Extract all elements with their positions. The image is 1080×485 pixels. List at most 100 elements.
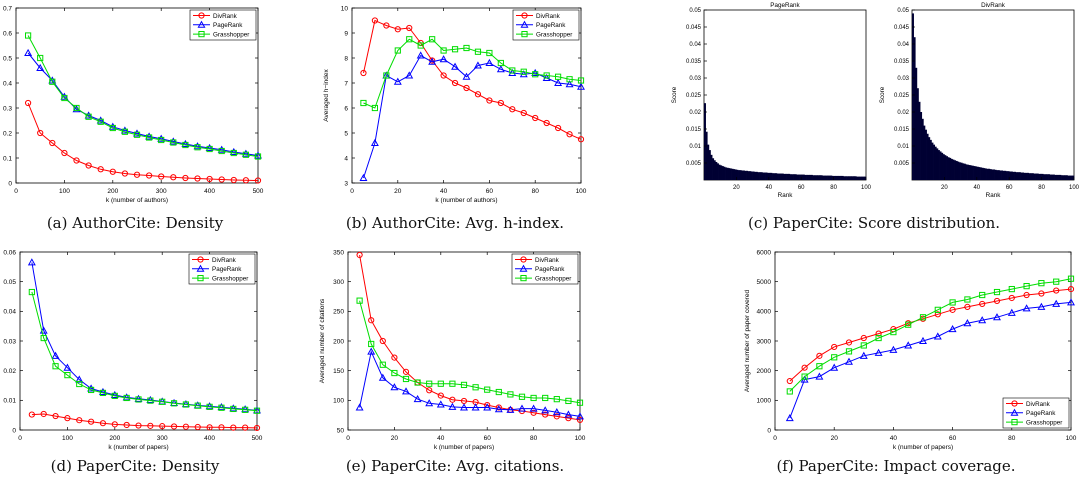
chart-e-data-point-pagerank [436, 400, 445, 408]
caption-e: (e) PaperCite: Avg. citations. [345, 457, 565, 475]
chart-e-data-point-grasshopper [391, 369, 398, 377]
chart-c-pagerank-x-tick-label: 40 [765, 185, 772, 191]
chart-e-data-point-pagerank [402, 387, 410, 395]
chart-f-data-point-grasshopper [831, 354, 838, 361]
chart-c-pagerank-x-tick-label: 60 [798, 185, 805, 191]
chart-c-divrank-bar [921, 118, 924, 180]
chart-c-divrank-bar [1014, 171, 1017, 180]
chart-a-data-point-grasshopper [85, 113, 92, 120]
chart-c-divrank-bar [1072, 175, 1075, 180]
chart-d-x-tick-label: 400 [204, 435, 215, 442]
chart-f-data-point-grasshopper [979, 291, 986, 299]
chart-c-pagerank-bar [728, 168, 731, 180]
chart-c-pagerank-bar [749, 171, 752, 180]
chart-d-data-point-divrank [28, 411, 35, 418]
chart-c-divrank-bar [924, 129, 927, 180]
chart-b-data-point-grasshopper [532, 71, 539, 78]
chart-c-pagerank-title: PageRank [770, 2, 800, 9]
chart-e-data-point-grasshopper [495, 388, 502, 396]
chart-c-divrank-bar [1020, 172, 1023, 180]
chart-c-divrank-bar [957, 161, 960, 180]
chart-d-y-tick-label: 0.01 [3, 398, 16, 405]
chart-b-x-tick-label: 80 [532, 188, 540, 195]
chart-f-y-tick-label: 5000 [757, 279, 772, 286]
chart-d-data-point-pagerank [205, 402, 214, 410]
chart-c-divrank-bar [916, 88, 919, 180]
chart-c-pagerank-bar [804, 174, 807, 180]
chart-c-divrank-bar [1046, 174, 1049, 180]
chart-a-data-point-grasshopper [158, 136, 165, 144]
chart-c-pagerank-bar [741, 170, 744, 180]
chart-c-divrank-bar [978, 167, 981, 180]
chart-e-data-point-pagerank [448, 402, 457, 410]
chart-c-pagerank-bar [797, 174, 800, 180]
chart-a-data-point-divrank [254, 177, 262, 184]
chart-c-divrank-bar [1033, 173, 1036, 180]
chart-f-data-point-divrank [964, 303, 971, 310]
chart-c-pagerank-bar [846, 176, 849, 180]
chart-a-y-tick-label: 0.4 [3, 80, 12, 87]
chart-e-data-point-pagerank [552, 408, 561, 416]
chart-c-divrank-x-tick-label: 80 [1038, 185, 1045, 191]
chart-b-data-point-grasshopper [394, 47, 401, 54]
chart-a-data-point-grasshopper [242, 151, 250, 158]
chart-f-data-point-grasshopper [816, 363, 823, 370]
chart-b-data-point-divrank [520, 109, 527, 117]
chart-c-pagerank-bar [757, 172, 760, 180]
chart-c-divrank-bar [1030, 173, 1033, 180]
chart-a-data-point-grasshopper [194, 144, 201, 151]
chart-c-pagerank-bar [760, 172, 763, 180]
chart-b-data-point-pagerank [485, 58, 494, 66]
chart-c-divrank-bar [991, 169, 994, 180]
chart-d-data-point-pagerank [87, 384, 96, 392]
chart-a-data-point-divrank [73, 157, 80, 164]
chart-b-svg: 0 20 40 60 80 100 3 4 5 6 7 8 9 10 k (number of author… [323, 5, 587, 204]
chart-c-pagerank-x-tick-label: 20 [733, 185, 740, 191]
chart-b-data-point-grasshopper [520, 68, 527, 75]
chart-a-data-point-divrank [206, 175, 213, 183]
chart-a-data-point-pagerank [24, 48, 33, 56]
chart-d-data-point-grasshopper [28, 288, 35, 296]
chart-c-pagerank-bar [862, 176, 865, 180]
chart-e-y-tick-label: 250 [333, 309, 344, 316]
chart-c-pagerank-bar [744, 170, 747, 180]
chart-a-data-point-pagerank [133, 129, 141, 137]
chart-c-pagerank-bar [715, 161, 718, 180]
chart-a-data-point-pagerank [205, 143, 214, 151]
chart-e-data-point-grasshopper [507, 391, 514, 398]
chart-a-data-point-grasshopper [25, 32, 32, 39]
chart-b-author-hindex: 0 20 40 60 80 100 3 4 5 6 7 8 9 10 k (number of author… [320, 0, 590, 204]
chart-e-data-point-grasshopper [576, 399, 584, 406]
chart-b-y-tick-label: 7 [344, 80, 348, 87]
chart-b-data-point-grasshopper [474, 48, 482, 55]
chart-b-x-tick-label: 0 [350, 188, 354, 195]
chart-a-data-point-divrank [146, 172, 153, 179]
chart-c-divrank-bar [997, 170, 1000, 180]
chart-e-data-point-divrank [426, 387, 433, 394]
chart-d-series-line-divrank [31, 413, 258, 429]
chart-f-data-point-grasshopper [845, 348, 853, 355]
chart-b-data-point-divrank [451, 79, 459, 87]
chart-a-data-point-grasshopper [146, 134, 153, 141]
chart-c-pagerank-bar [789, 174, 792, 180]
chart-c-divrank-y-tick-label: 0.025 [894, 93, 910, 99]
chart-f-x-tick-label: 40 [890, 435, 898, 442]
chart-a-y-tick-label: 0 [8, 180, 12, 187]
chart-a-legend-label-pagerank: PageRank [213, 22, 243, 29]
chart-e-data-point-divrank [576, 416, 584, 424]
chart-a-data-point-grasshopper [206, 145, 213, 153]
chart-c-pagerank-bar [791, 174, 794, 180]
chart-d-legend-label-grasshopper: Grasshopper [212, 275, 248, 282]
chart-f-data-point-grasshopper [1053, 278, 1060, 285]
chart-d-data-point-pagerank [146, 395, 155, 404]
chart-e-data-point-divrank [356, 251, 363, 259]
chart-a-data-point-pagerank [193, 142, 202, 150]
chart-f-data-point-divrank [860, 334, 867, 342]
chart-e-y-tick-label: 100 [333, 398, 344, 405]
chart-c-divrank-x-tick-label: 60 [1006, 185, 1013, 191]
chart-c-divrank-bar [1059, 174, 1062, 180]
chart-c-divrank-bar [941, 152, 944, 180]
chart-e-data-point-grasshopper [379, 361, 386, 368]
chart-f-x-tick-label: 60 [949, 435, 957, 442]
chart-e-data-point-divrank [402, 368, 410, 375]
